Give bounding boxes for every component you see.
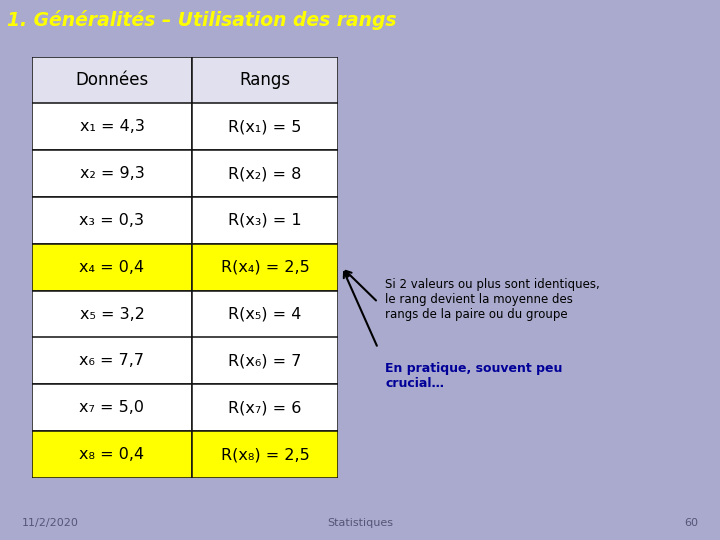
Text: x₅ = 3,2: x₅ = 3,2 [79, 307, 145, 322]
Bar [32, 384, 192, 431]
Text: Rangs: Rangs [239, 71, 291, 89]
Bar [192, 197, 338, 244]
Bar [192, 338, 338, 384]
Bar [32, 431, 192, 478]
Bar [192, 150, 338, 197]
Text: R(x₇) = 6: R(x₇) = 6 [228, 400, 302, 415]
Text: x₂ = 9,3: x₂ = 9,3 [80, 166, 144, 181]
Bar [192, 104, 338, 150]
Bar [32, 150, 192, 197]
Text: R(x₁) = 5: R(x₁) = 5 [228, 119, 302, 134]
Text: 11/2/2020: 11/2/2020 [22, 518, 78, 528]
Text: Si 2 valeurs ou plus sont identiques,
le rang devient la moyenne des
rangs de la: Si 2 valeurs ou plus sont identiques, le… [385, 278, 600, 321]
Text: x₈ = 0,4: x₈ = 0,4 [79, 447, 145, 462]
Bar [192, 291, 338, 338]
Text: x₆ = 7,7: x₆ = 7,7 [79, 353, 145, 368]
Text: Statistiques: Statistiques [327, 518, 393, 528]
Bar [32, 104, 192, 150]
Bar [32, 291, 192, 338]
Text: Données: Données [76, 71, 148, 89]
Bar [192, 244, 338, 291]
Bar [32, 244, 192, 291]
Text: x₄ = 0,4: x₄ = 0,4 [79, 260, 145, 275]
Text: R(x₃) = 1: R(x₃) = 1 [228, 213, 302, 228]
Text: x₃ = 0,3: x₃ = 0,3 [79, 213, 145, 228]
Bar [32, 57, 192, 104]
Text: x₁ = 4,3: x₁ = 4,3 [79, 119, 145, 134]
Text: R(x₆) = 7: R(x₆) = 7 [228, 353, 302, 368]
Text: 1. Généralités – Utilisation des rangs: 1. Généralités – Utilisation des rangs [7, 10, 397, 30]
Bar [32, 338, 192, 384]
Text: R(x₄) = 2,5: R(x₄) = 2,5 [220, 260, 310, 275]
Text: R(x₂) = 8: R(x₂) = 8 [228, 166, 302, 181]
Text: x₇ = 5,0: x₇ = 5,0 [79, 400, 145, 415]
Bar [192, 57, 338, 104]
Text: 60: 60 [685, 518, 698, 528]
Bar [192, 431, 338, 478]
Text: R(x₈) = 2,5: R(x₈) = 2,5 [220, 447, 310, 462]
Bar [192, 384, 338, 431]
Text: R(x₅) = 4: R(x₅) = 4 [228, 307, 302, 322]
Text: En pratique, souvent peu
crucial…: En pratique, souvent peu crucial… [385, 362, 562, 390]
Bar [32, 197, 192, 244]
